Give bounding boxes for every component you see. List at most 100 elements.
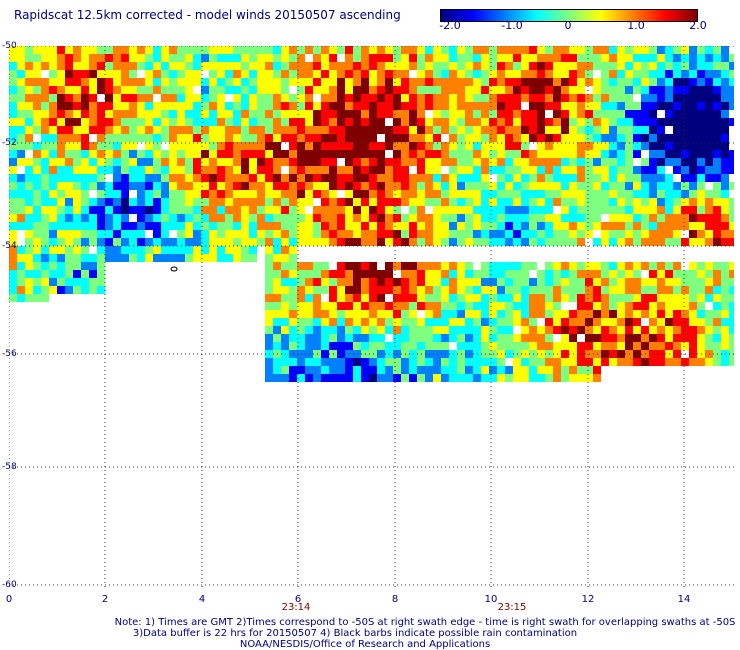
heatmap-cell	[9, 294, 17, 302]
heatmap-cell	[721, 78, 729, 86]
heatmap-cell	[601, 230, 609, 238]
heatmap-cell	[529, 374, 537, 382]
heatmap-cell	[593, 78, 601, 86]
heatmap-cell	[41, 78, 49, 86]
heatmap-cell	[385, 374, 393, 382]
heatmap-cell	[497, 198, 505, 206]
heatmap-cell	[673, 230, 681, 238]
heatmap-cell	[377, 278, 385, 286]
heatmap-cell	[249, 70, 257, 78]
heatmap-cell	[425, 214, 433, 222]
heatmap-cell	[145, 182, 153, 190]
heatmap-cell	[513, 118, 521, 126]
heatmap-cell	[457, 142, 465, 150]
heatmap-cell	[577, 102, 585, 110]
heatmap-cell	[705, 158, 713, 166]
heatmap-cell	[473, 318, 481, 326]
heatmap-cell	[473, 166, 481, 174]
heatmap-cell	[529, 358, 537, 366]
heatmap-cell	[473, 46, 481, 54]
heatmap-cell	[585, 134, 593, 142]
heatmap-cell	[385, 150, 393, 158]
heatmap-cell	[241, 246, 249, 254]
heatmap-cell	[481, 214, 489, 222]
heatmap-cell	[681, 286, 689, 294]
heatmap-cell	[401, 342, 409, 350]
heatmap-cell	[313, 230, 321, 238]
heatmap-cell	[585, 102, 593, 110]
heatmap-cell	[577, 214, 585, 222]
heatmap-cell	[521, 270, 529, 278]
heatmap-cell	[289, 310, 297, 318]
heatmap-cell	[657, 46, 665, 54]
heatmap-cell	[705, 118, 713, 126]
heatmap-cell	[313, 70, 321, 78]
heatmap-cell	[73, 118, 81, 126]
heatmap-cell	[569, 262, 577, 270]
heatmap-cell	[537, 366, 545, 374]
heatmap-cell	[273, 214, 281, 222]
heatmap-cell	[97, 158, 105, 166]
heatmap-cell	[705, 198, 713, 206]
heatmap-cell	[321, 222, 329, 230]
heatmap-cell	[273, 70, 281, 78]
heatmap-cell	[697, 118, 705, 126]
heatmap-cell	[609, 286, 617, 294]
heatmap-cell	[153, 206, 161, 214]
heatmap-cell	[465, 238, 473, 246]
heatmap-cell	[289, 214, 297, 222]
heatmap-cell	[377, 318, 385, 326]
heatmap-cell	[297, 110, 305, 118]
heatmap-cell	[17, 110, 25, 118]
heatmap-cell	[473, 174, 481, 182]
heatmap-cell	[577, 270, 585, 278]
heatmap-cell	[169, 62, 177, 70]
heatmap-cell	[225, 174, 233, 182]
heatmap-cell	[441, 334, 449, 342]
heatmap-cell	[33, 110, 41, 118]
heatmap-cell	[473, 286, 481, 294]
heatmap-cell	[609, 310, 617, 318]
heatmap-cell	[329, 126, 337, 134]
heatmap-cell	[337, 62, 345, 70]
heatmap-cell	[689, 158, 697, 166]
heatmap-cell	[569, 126, 577, 134]
heatmap-cell	[25, 62, 33, 70]
heatmap-cell	[681, 110, 689, 118]
heatmap-cell	[273, 110, 281, 118]
heatmap-cell	[321, 182, 329, 190]
heatmap-cell	[193, 110, 201, 118]
heatmap-cell	[313, 302, 321, 310]
heatmap-cell	[65, 118, 73, 126]
heatmap-cell	[369, 94, 377, 102]
heatmap-cell	[729, 238, 734, 246]
heatmap-cell	[689, 286, 697, 294]
heatmap-cell	[537, 334, 545, 342]
heatmap-cell	[89, 78, 97, 86]
heatmap-cell	[521, 238, 529, 246]
heatmap-cell	[505, 190, 513, 198]
heatmap-cell	[177, 246, 185, 254]
heatmap-cell	[625, 214, 633, 222]
heatmap-cell	[433, 318, 441, 326]
heatmap-cell	[641, 62, 649, 70]
heatmap-cell	[609, 198, 617, 206]
heatmap-cell	[465, 294, 473, 302]
heatmap-cell	[537, 78, 545, 86]
heatmap-cell	[33, 286, 41, 294]
heatmap-cell	[585, 198, 593, 206]
heatmap-cell	[497, 374, 505, 382]
heatmap-cell	[73, 86, 81, 94]
heatmap-cell	[41, 142, 49, 150]
heatmap-cell	[393, 94, 401, 102]
heatmap-cell	[9, 158, 17, 166]
heatmap-cell	[305, 102, 313, 110]
heatmap-cell	[513, 62, 521, 70]
heatmap-cell	[641, 206, 649, 214]
heatmap-cell	[657, 334, 665, 342]
heatmap-cell	[625, 86, 633, 94]
heatmap-cell	[361, 198, 369, 206]
heatmap-cell	[545, 318, 553, 326]
heatmap-cell	[721, 182, 729, 190]
heatmap-cell	[465, 326, 473, 334]
